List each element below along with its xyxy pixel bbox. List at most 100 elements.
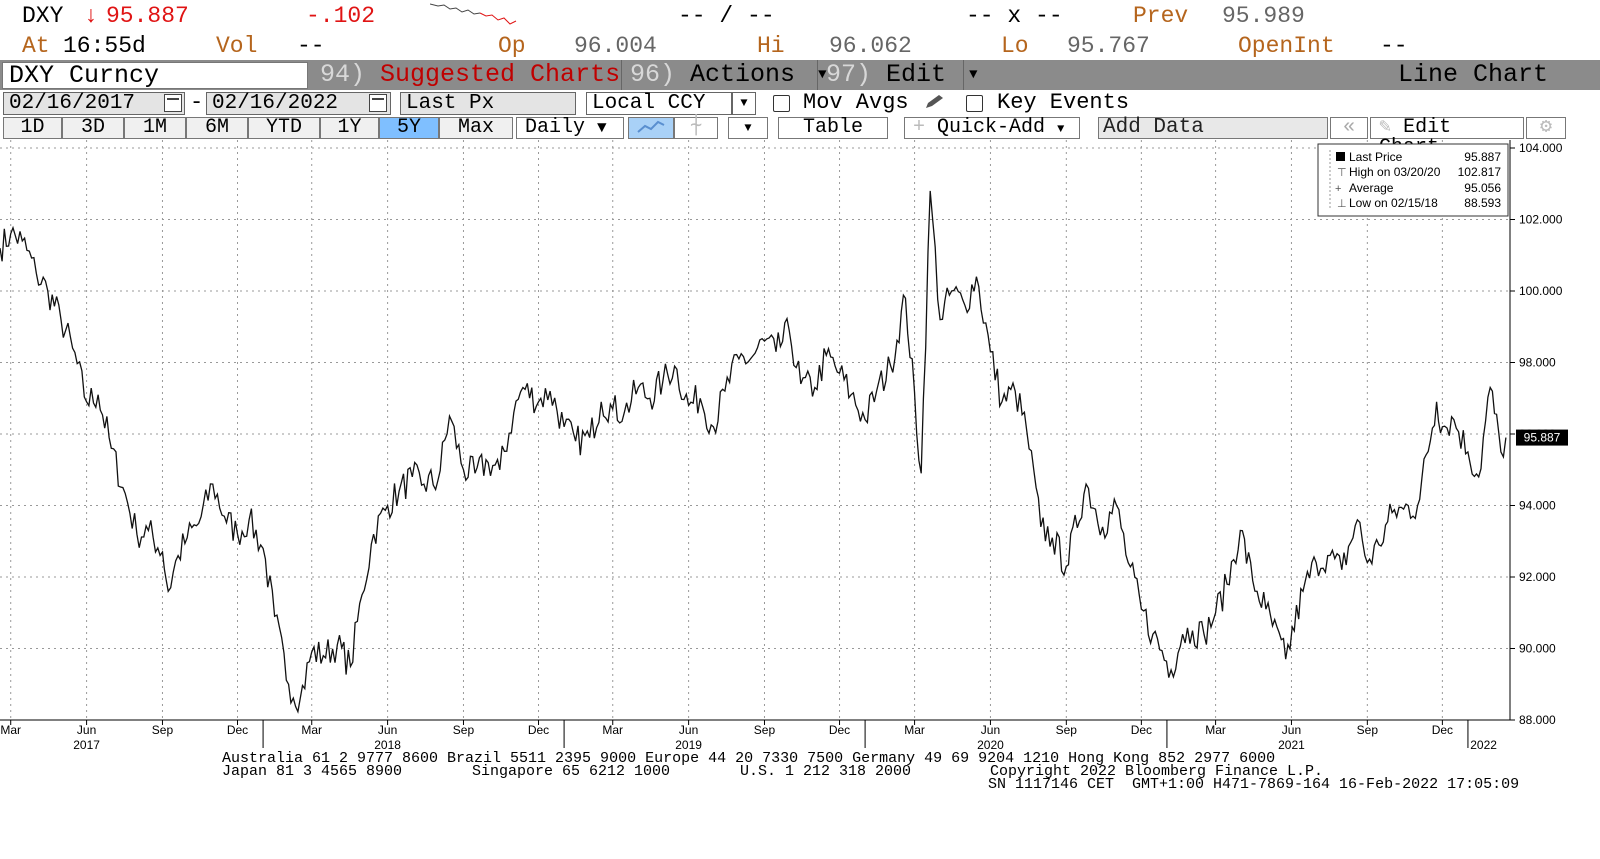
range-toolbar: 1D 3D 1M 6M YTD 1Y 5Y Max Daily ▼ ⍭ ▼ Ta… xyxy=(0,116,1600,158)
range-button-max[interactable]: Max xyxy=(439,117,513,139)
suggested-charts-menu[interactable]: 94) Suggested Charts xyxy=(312,60,622,90)
x-tick-label: Jun xyxy=(1282,723,1301,737)
pencil-icon: ✎ xyxy=(1379,116,1392,139)
price-chart[interactable]: 88.00090.00092.00094.00096.00098.000100.… xyxy=(0,140,1600,752)
caret-down-icon: ▼ xyxy=(597,119,607,137)
legend-label-last: Last Price xyxy=(1349,150,1403,164)
candlestick-chart-icon[interactable]: ⍭ xyxy=(674,117,718,139)
plus-icon: + xyxy=(913,116,926,139)
chart-legend: Last Price 95.887 ⊤ High on 03/20/20 102… xyxy=(1317,143,1509,217)
sparkline-icon xyxy=(430,3,517,25)
footer-contacts-line1: Australia 61 2 9777 8600 Brazil 5511 239… xyxy=(222,750,1276,767)
high-label: Hi xyxy=(757,33,785,59)
footer-contacts-us: U.S. 1 212 318 2000 xyxy=(740,763,912,780)
x-tick-label: Mar xyxy=(301,723,322,737)
y-tick-label: 100.000 xyxy=(1519,284,1563,298)
x-tick-label: Sep xyxy=(754,723,776,737)
x-year-label: 2017 xyxy=(73,738,100,752)
x-tick-label: Dec xyxy=(1131,723,1152,737)
range-button-5y[interactable]: 5Y xyxy=(379,117,439,139)
x-year-label: 2019 xyxy=(675,738,702,752)
x-tick-label: Sep xyxy=(1056,723,1078,737)
high-value: 96.062 xyxy=(829,33,912,59)
high-marker-icon: ⊤ xyxy=(1337,167,1347,179)
chart-grid xyxy=(0,140,1510,721)
actions-menu[interactable]: 96) Actions ▼ xyxy=(622,60,826,90)
mov-avgs-label: Mov Avgs xyxy=(803,90,909,115)
field-selector[interactable]: Last Px xyxy=(400,92,576,115)
caret-down-icon: ▼ xyxy=(969,67,978,83)
x-tick-label: Mar xyxy=(904,723,925,737)
last-price-swatch xyxy=(1336,152,1345,161)
mov-avgs-checkbox[interactable] xyxy=(773,95,790,112)
chart-style-dropdown-icon[interactable]: ▼ xyxy=(728,117,768,139)
edit-number: 97) xyxy=(826,60,872,89)
footer-session-info: SN 1117146 CET GMT+1:00 H471-7869-164 16… xyxy=(988,776,1520,793)
average-marker-icon: + xyxy=(1335,183,1341,195)
ticker: DXY xyxy=(22,3,64,29)
chart-controls: 02/16/2017 - 02/16/2022 Last Px Local CC… xyxy=(0,90,1600,116)
edit-chart-button[interactable]: ✎ Edit Chart xyxy=(1370,116,1524,158)
range-button-3d[interactable]: 3D xyxy=(62,117,124,139)
calendar-icon[interactable] xyxy=(369,94,387,112)
suggested-charts-number: 94) xyxy=(320,60,366,89)
last-price-marker: 95.887 xyxy=(1516,429,1568,446)
start-date-field[interactable]: 02/16/2017 xyxy=(3,92,185,115)
y-tick-label: 104.000 xyxy=(1519,141,1563,155)
x-tick-label: Mar xyxy=(1205,723,1226,737)
key-events-label: Key Events xyxy=(997,90,1130,115)
actions-number: 96) xyxy=(630,60,676,89)
range-button-ytd[interactable]: YTD xyxy=(248,117,320,139)
footer: Australia 61 2 9777 8600 Brazil 5511 239… xyxy=(0,750,1600,836)
x-tick-label: Mar xyxy=(0,723,21,737)
x-tick-label: Jun xyxy=(679,723,698,737)
frequency-label: Daily xyxy=(525,116,586,139)
legend-label-low: Low on 02/15/18 xyxy=(1349,196,1438,210)
x-tick-label: Jun xyxy=(981,723,1000,737)
price-series-line xyxy=(0,190,1507,714)
x-tick-label: Sep xyxy=(453,723,475,737)
caret-down-icon: ▼ xyxy=(818,67,827,83)
volume-value: -- xyxy=(297,33,325,59)
security-field[interactable]: DXY Curncy xyxy=(2,62,308,89)
quick-add-label: Quick-Add xyxy=(937,116,1046,139)
down-arrow-icon: ↓ xyxy=(84,3,98,29)
range-button-1y[interactable]: 1Y xyxy=(320,117,379,139)
footer-contacts-japan: Japan 81 3 4565 8900 xyxy=(222,763,403,780)
table-button[interactable]: Table xyxy=(778,117,888,139)
pencil-icon[interactable] xyxy=(924,94,946,110)
legend-label-high: High on 03/20/20 xyxy=(1349,165,1441,179)
currency-dropdown-icon[interactable]: ▼ xyxy=(732,92,756,115)
quote-header: DXY ↓ 95.887 -.102 -- / -- -- x -- Prev … xyxy=(0,0,1600,60)
x-tick-label: Sep xyxy=(152,723,174,737)
caret-down-icon: ▼ xyxy=(1057,122,1065,136)
range-button-1d[interactable]: 1D xyxy=(3,117,62,139)
edit-menu[interactable]: 97) Edit ▼ xyxy=(818,60,977,90)
range-button-1m[interactable]: 1M xyxy=(124,117,186,139)
bid-ask-size: -- x -- xyxy=(966,3,1063,29)
x-tick-label: Jun xyxy=(77,723,96,737)
legend-value-high: 102.817 xyxy=(1458,165,1502,179)
x-year-label: 2018 xyxy=(374,738,401,752)
gear-icon[interactable]: ⚙ xyxy=(1526,117,1566,139)
last-price: 95.887 xyxy=(106,3,189,29)
end-date-field[interactable]: 02/16/2022 xyxy=(206,92,391,115)
quick-add-button[interactable]: + Quick-Add ▼ xyxy=(904,117,1080,139)
currency-selector[interactable]: Local CCY xyxy=(586,92,732,115)
x-year-label: 2021 xyxy=(1278,738,1305,752)
add-data-input[interactable]: Add Data xyxy=(1098,117,1328,139)
frequency-selector[interactable]: Daily ▼ xyxy=(516,117,624,139)
collapse-icon[interactable]: « xyxy=(1330,117,1368,139)
menu-bar: DXY Curncy 94) Suggested Charts 96) Acti… xyxy=(0,60,1600,90)
footer-contacts-singapore: Singapore 65 6212 1000 xyxy=(472,763,671,780)
key-events-checkbox[interactable] xyxy=(966,95,983,112)
low-label: Lo xyxy=(1001,33,1029,59)
x-tick-label: Dec xyxy=(1432,723,1453,737)
calendar-icon[interactable] xyxy=(164,94,182,112)
open-interest-value: -- xyxy=(1380,33,1408,59)
y-tick-label: 92.000 xyxy=(1519,570,1556,584)
y-tick-label: 98.000 xyxy=(1519,356,1556,370)
line-chart-icon[interactable] xyxy=(628,117,674,139)
range-button-6m[interactable]: 6M xyxy=(186,117,248,139)
low-marker-icon: ⊥ xyxy=(1337,198,1347,210)
